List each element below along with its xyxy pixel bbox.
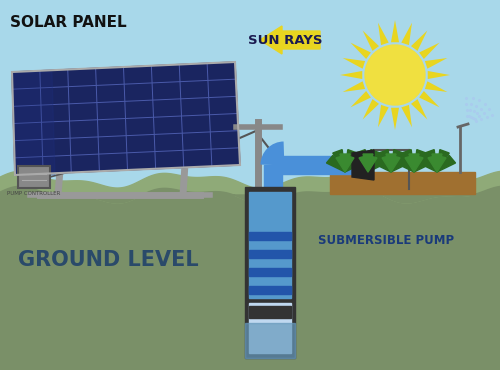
Polygon shape bbox=[428, 155, 438, 172]
Polygon shape bbox=[391, 108, 399, 130]
Polygon shape bbox=[419, 91, 440, 107]
Polygon shape bbox=[414, 155, 432, 172]
Polygon shape bbox=[345, 155, 364, 172]
Polygon shape bbox=[326, 155, 345, 172]
Bar bbox=[245, 187, 295, 358]
Polygon shape bbox=[368, 155, 377, 172]
Polygon shape bbox=[340, 154, 350, 172]
Polygon shape bbox=[362, 99, 379, 120]
Polygon shape bbox=[345, 149, 357, 172]
Text: SUN RAYS: SUN RAYS bbox=[248, 34, 322, 47]
Polygon shape bbox=[368, 155, 386, 172]
Polygon shape bbox=[12, 72, 55, 175]
Polygon shape bbox=[418, 155, 437, 172]
Polygon shape bbox=[419, 43, 440, 59]
Text: PUMP CONTROLLER: PUMP CONTROLLER bbox=[8, 191, 60, 196]
Polygon shape bbox=[425, 58, 448, 69]
Polygon shape bbox=[411, 30, 428, 51]
Polygon shape bbox=[396, 155, 414, 172]
Polygon shape bbox=[379, 149, 391, 172]
Polygon shape bbox=[378, 105, 388, 127]
Polygon shape bbox=[340, 71, 362, 79]
Polygon shape bbox=[402, 105, 412, 127]
Polygon shape bbox=[436, 155, 446, 172]
Polygon shape bbox=[12, 62, 240, 175]
Polygon shape bbox=[352, 150, 374, 180]
Polygon shape bbox=[356, 149, 368, 172]
Bar bbox=[249, 286, 291, 294]
Polygon shape bbox=[359, 155, 368, 172]
Bar bbox=[245, 323, 295, 358]
Polygon shape bbox=[405, 155, 414, 172]
Polygon shape bbox=[391, 20, 399, 42]
Text: SOLAR PANEL: SOLAR PANEL bbox=[10, 15, 126, 30]
Polygon shape bbox=[414, 149, 426, 172]
Polygon shape bbox=[342, 81, 365, 92]
Polygon shape bbox=[336, 155, 345, 172]
Polygon shape bbox=[391, 155, 409, 172]
Polygon shape bbox=[402, 23, 412, 45]
Bar bbox=[249, 250, 291, 258]
Polygon shape bbox=[409, 154, 419, 172]
Polygon shape bbox=[378, 23, 388, 45]
Polygon shape bbox=[350, 91, 371, 107]
Polygon shape bbox=[344, 155, 354, 172]
Polygon shape bbox=[350, 155, 368, 172]
Polygon shape bbox=[382, 155, 392, 172]
Polygon shape bbox=[363, 154, 373, 172]
FancyArrow shape bbox=[260, 26, 320, 54]
Bar bbox=[330, 172, 475, 194]
Polygon shape bbox=[342, 58, 365, 69]
Polygon shape bbox=[391, 149, 403, 172]
Bar bbox=[249, 268, 291, 276]
Polygon shape bbox=[368, 149, 380, 172]
Text: GROUND LEVEL: GROUND LEVEL bbox=[18, 250, 199, 270]
Bar bbox=[249, 306, 291, 318]
Polygon shape bbox=[425, 81, 448, 92]
Bar bbox=[249, 192, 291, 298]
Polygon shape bbox=[386, 154, 396, 172]
Polygon shape bbox=[437, 149, 449, 172]
Polygon shape bbox=[437, 155, 456, 172]
Polygon shape bbox=[425, 149, 437, 172]
Bar bbox=[264, 165, 282, 310]
Bar bbox=[0, 195, 500, 370]
Polygon shape bbox=[333, 149, 345, 172]
Circle shape bbox=[365, 45, 425, 105]
Polygon shape bbox=[402, 149, 414, 172]
Polygon shape bbox=[350, 43, 371, 59]
Bar bbox=[249, 232, 291, 240]
Bar bbox=[18, 166, 50, 188]
Polygon shape bbox=[414, 155, 423, 172]
Text: SUBMERSIBLE PUMP: SUBMERSIBLE PUMP bbox=[318, 233, 454, 246]
Polygon shape bbox=[372, 155, 391, 172]
Bar bbox=[282, 156, 352, 174]
Polygon shape bbox=[362, 30, 379, 51]
Polygon shape bbox=[411, 99, 428, 120]
Polygon shape bbox=[432, 154, 442, 172]
Polygon shape bbox=[390, 155, 400, 172]
Bar bbox=[249, 303, 291, 353]
Polygon shape bbox=[428, 71, 450, 79]
